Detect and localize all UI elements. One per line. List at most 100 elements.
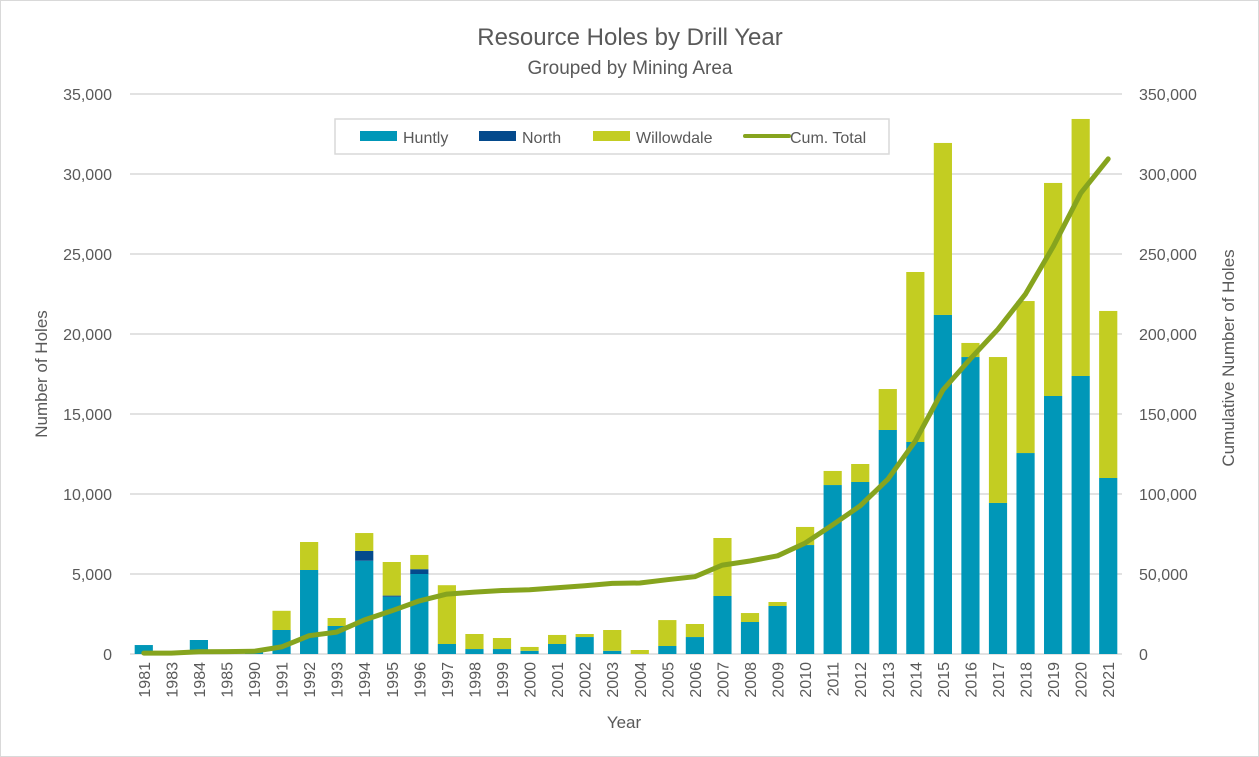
legend-swatch-huntly (360, 131, 397, 141)
x-tick-label: 2004 (633, 662, 650, 698)
y2-tick-label: 100,000 (1139, 487, 1197, 504)
x-tick-label: 1984 (192, 662, 209, 698)
x-tick-label: 1994 (357, 662, 374, 698)
bar-huntly-2015 (933, 314, 952, 654)
bar-north-1996 (410, 569, 429, 574)
x-tick-label: 1993 (330, 662, 347, 698)
bar-willowdale-2012 (851, 464, 870, 482)
bar-huntly-2007 (713, 596, 732, 654)
bar-huntly-2001 (548, 644, 567, 654)
bar-willowdale-1995 (382, 562, 401, 596)
x-tick-label: 1985 (219, 662, 236, 698)
bar-willowdale-1993 (327, 618, 346, 626)
legend: Huntly North Willowdale Cum. Total (334, 118, 890, 155)
bar-huntly-2011 (823, 485, 842, 654)
x-tick-label: 2005 (660, 662, 677, 698)
x-tick-label: 1990 (247, 662, 264, 698)
bar-huntly-1981 (134, 645, 153, 654)
x-tick-label: 2003 (605, 662, 622, 698)
x-tick-label: 2014 (908, 662, 925, 698)
bar-willowdale-1999 (492, 638, 512, 650)
bar-willowdale-1994 (355, 533, 374, 551)
y2-axis-title: Cumulative Number of Holes (1219, 249, 1238, 466)
bar-willowdale-2020 (1071, 118, 1090, 377)
bar-willowdale-2021 (1099, 310, 1118, 478)
x-tick-label: 1997 (440, 662, 457, 698)
bar-huntly-2013 (878, 430, 897, 654)
x-tick-label: 2012 (853, 662, 870, 698)
bar-willowdale-2005 (658, 620, 677, 646)
bar-huntly-1999 (492, 649, 512, 654)
x-axis-title: Year (607, 713, 642, 732)
y-axis-title: Number of Holes (32, 310, 51, 438)
bar-huntly-2003 (603, 650, 622, 654)
legend-label-willowdale: Willowdale (636, 130, 713, 147)
x-tick-label: 1992 (302, 662, 319, 698)
y2-tick-label: 0 (1139, 647, 1148, 664)
x-tick-label: 2002 (578, 662, 595, 698)
x-tick-label: 1981 (137, 662, 154, 698)
y-tick-label: 5,000 (72, 567, 112, 584)
legend-swatch-willowdale (593, 131, 630, 141)
bar-willowdale-2018 (1016, 301, 1035, 454)
bar-willowdale-2000 (520, 646, 539, 651)
legend-label-north: North (522, 130, 561, 147)
x-tick-label: 1999 (495, 662, 512, 698)
x-tick-label: 2006 (688, 662, 705, 698)
bar-huntly-2018 (1016, 453, 1035, 654)
legend-swatch-north (479, 131, 516, 141)
bar-willowdale-2004 (630, 650, 649, 654)
x-tick-label: 1996 (412, 662, 429, 698)
y-tick-label: 30,000 (63, 167, 112, 184)
bar-north-1994 (355, 550, 374, 561)
bar-huntly-2010 (796, 545, 815, 654)
chart-subtitle: Grouped by Mining Area (528, 58, 733, 79)
bar-willowdale-1992 (300, 542, 319, 570)
bar-huntly-2016 (961, 357, 980, 654)
x-tick-label: 2018 (1019, 662, 1036, 698)
bar-willowdale-2015 (933, 142, 952, 315)
bar-huntly-2019 (1044, 396, 1063, 654)
bar-huntly-2017 (988, 502, 1008, 654)
bar-huntly-2021 (1099, 478, 1118, 654)
y-axis-ticks: 0 5,000 10,000 15,000 20,000 25,000 30,000 35,0… (63, 87, 112, 664)
bar-huntly-1997 (437, 644, 456, 654)
bar-willowdale-2017 (988, 357, 1008, 503)
x-tick-label: 1983 (164, 662, 181, 698)
bar-willowdale-2008 (740, 613, 760, 622)
x-tick-label: 2010 (798, 662, 815, 698)
x-tick-label: 2009 (771, 662, 788, 698)
x-axis-ticks: 1981 1983 1984 1985 1990 1991 1992 1993 1994 1995… (137, 662, 1118, 698)
bar-willowdale-1996 (410, 554, 429, 570)
y2-tick-label: 200,000 (1139, 327, 1197, 344)
bar-willowdale-2001 (548, 634, 567, 644)
bar-willowdale-2013 (878, 389, 897, 430)
x-tick-label: 2015 (936, 662, 953, 698)
y2-tick-label: 150,000 (1139, 407, 1197, 424)
legend-label-cum-total: Cum. Total (790, 130, 866, 147)
bar-huntly-1995 (382, 596, 401, 654)
y2-axis-ticks: 0 50,000 100,000 150,000 200,000 250,000 300,0… (1139, 87, 1197, 664)
bar-huntly-1996 (410, 574, 429, 654)
legend-label-huntly: Huntly (403, 130, 448, 147)
y2-tick-label: 350,000 (1139, 87, 1197, 104)
x-tick-label: 1995 (385, 662, 402, 698)
bar-willowdale-1991 (272, 610, 291, 630)
bar-willowdale-1998 (465, 634, 484, 650)
line-cum-total (141, 156, 1111, 656)
bar-huntly-1994 (355, 560, 374, 654)
bar-huntly-2012 (851, 482, 870, 654)
bar-huntly-2008 (740, 622, 760, 654)
x-tick-label: 2007 (715, 662, 732, 698)
x-tick-label: 2017 (991, 662, 1008, 698)
bar-willowdale-1997 (437, 585, 456, 644)
bar-huntly-2005 (658, 646, 677, 654)
y-tick-label: 35,000 (63, 87, 112, 104)
bar-huntly-2009 (768, 606, 787, 654)
chart-title: Resource Holes by Drill Year (477, 24, 782, 51)
x-tick-label: 2011 (826, 662, 843, 697)
bar-huntly-1998 (465, 649, 484, 654)
cumulative-line (141, 156, 1111, 656)
x-tick-label: 2020 (1074, 662, 1091, 698)
